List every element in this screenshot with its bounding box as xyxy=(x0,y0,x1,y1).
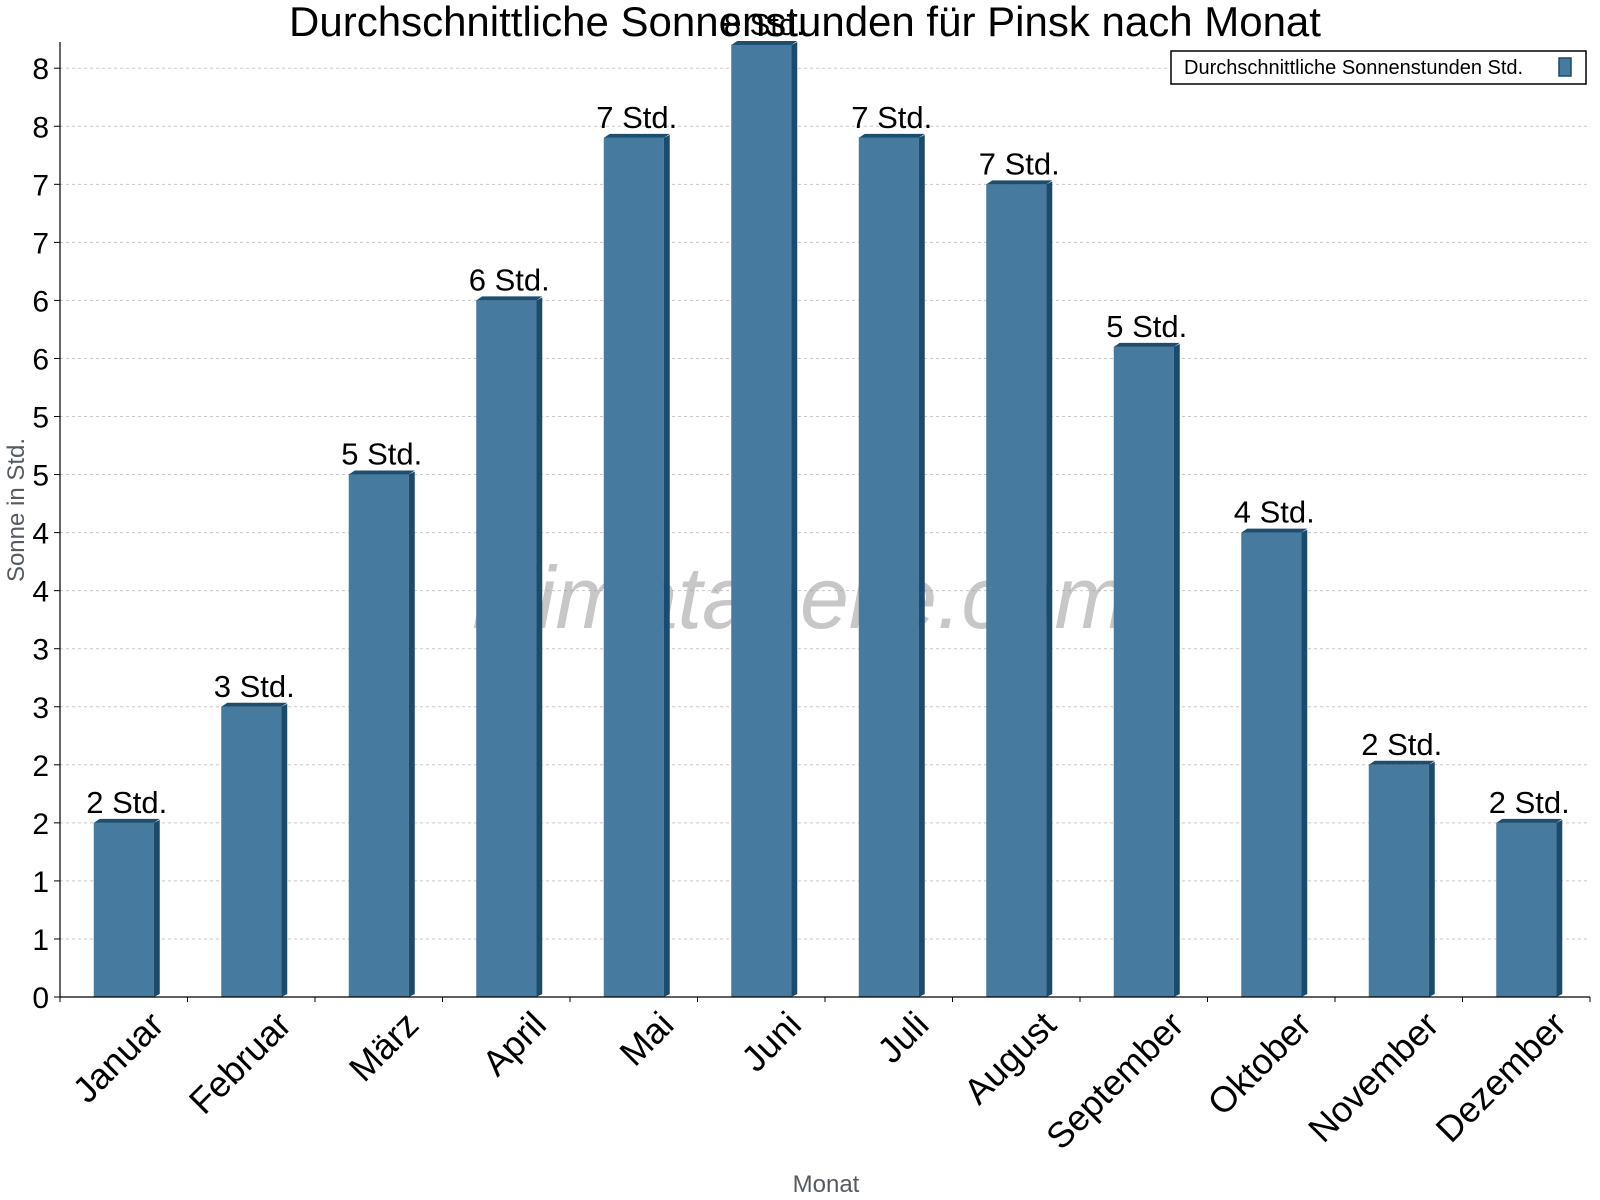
bar-dezember xyxy=(1496,818,1563,997)
bar-front xyxy=(1113,346,1174,998)
data-label: 4 Std. xyxy=(1234,495,1315,530)
data-labels: 2 Std. 3 Std. 5 Std. 6 Std. 7 Std. 8 Std. 7 St… xyxy=(86,7,1570,820)
y-tick-label: 4 xyxy=(32,518,49,551)
y-tick-label: 5 xyxy=(32,402,49,435)
bar-april xyxy=(476,296,543,997)
y-tick-label: 8 xyxy=(32,53,49,86)
y-axis-title: Sonne in Std. xyxy=(3,438,30,582)
bar-august xyxy=(986,180,1053,997)
chart-title: Durchschnittliche Sonnenstunden für Pins… xyxy=(289,0,1321,45)
bar-front xyxy=(986,184,1047,997)
y-tick-label: 0 xyxy=(32,982,49,1015)
y-tick-label: 8 xyxy=(32,111,49,144)
bar-top xyxy=(221,702,288,707)
bar-side xyxy=(281,703,288,997)
bar-top xyxy=(93,818,160,823)
bar-side xyxy=(1046,181,1053,997)
y-tick-label: 2 xyxy=(32,808,49,841)
bar-front xyxy=(1368,764,1429,997)
bar-front xyxy=(731,45,792,997)
bar-front xyxy=(603,137,664,997)
bar-front xyxy=(1496,822,1557,997)
legend-swatch xyxy=(1558,57,1572,77)
data-label: 8 Std. xyxy=(724,7,805,42)
bar-front xyxy=(1241,532,1302,997)
bar-front xyxy=(476,300,537,997)
bar-top xyxy=(603,133,670,138)
bar-side xyxy=(1428,761,1435,997)
y-tick-label: 2 xyxy=(32,750,49,783)
bar-side xyxy=(663,134,670,997)
bar-side xyxy=(918,134,925,997)
bar-front xyxy=(348,474,409,997)
bar-side xyxy=(1556,819,1563,997)
bar-top xyxy=(476,296,543,301)
data-label: 2 Std. xyxy=(86,785,167,820)
data-label: 2 Std. xyxy=(1489,785,1570,820)
legend: Durchschnittliche Sonnenstunden Std. xyxy=(1170,50,1587,85)
grid-lines xyxy=(60,67,1590,940)
data-label: 5 Std. xyxy=(341,437,422,472)
bar-juli xyxy=(858,133,925,997)
bar-side xyxy=(791,42,798,997)
bar-januar xyxy=(93,818,160,997)
y-tick-label: 4 xyxy=(32,576,49,609)
bar-februar xyxy=(221,702,288,997)
y-tick-label: 5 xyxy=(32,460,49,493)
legend-label: Durchschnittliche Sonnenstunden Std. xyxy=(1184,57,1523,79)
data-label: 3 Std. xyxy=(214,669,295,704)
bar-november xyxy=(1368,760,1435,997)
y-tick-label: 3 xyxy=(32,692,49,725)
bar-top xyxy=(731,41,798,45)
y-tick-label: 6 xyxy=(32,343,49,376)
bar-september xyxy=(1113,342,1180,998)
data-label: 7 Std. xyxy=(979,146,1060,181)
y-tick-label: 1 xyxy=(32,924,49,957)
data-label: 2 Std. xyxy=(1361,727,1442,762)
data-label: 6 Std. xyxy=(469,262,550,297)
bar-top xyxy=(986,180,1053,185)
y-tick-label: 1 xyxy=(32,866,49,899)
bar-mai xyxy=(603,133,670,997)
data-label: 7 Std. xyxy=(851,100,932,135)
bar-top xyxy=(858,133,925,138)
legend-box xyxy=(1170,50,1587,85)
x-axis-title: Monat xyxy=(793,1171,860,1198)
bar-top xyxy=(1113,342,1180,347)
data-label: 5 Std. xyxy=(1106,309,1187,344)
bar-oktober xyxy=(1241,528,1308,997)
bar-top xyxy=(348,470,415,475)
bar-side xyxy=(536,297,543,997)
bars xyxy=(93,41,1563,998)
bar-front xyxy=(858,137,919,997)
bar-front xyxy=(221,706,282,997)
y-tick-label: 6 xyxy=(32,285,49,318)
bar-side xyxy=(1173,343,1180,998)
bar-top xyxy=(1241,528,1308,533)
y-tick-label: 3 xyxy=(32,634,49,667)
bar-side xyxy=(408,471,415,997)
bar-märz xyxy=(348,470,415,997)
bar-side xyxy=(1301,529,1308,997)
bar-top xyxy=(1496,818,1563,823)
bar-side xyxy=(153,819,160,997)
y-tick-label: 7 xyxy=(32,169,49,202)
bar-top xyxy=(1368,760,1435,765)
bar-juni xyxy=(731,41,798,997)
y-tick-labels: 0 1 1 2 2 3 3 4 4 5 5 6 6 7 7 8 8 xyxy=(32,53,49,1015)
axes xyxy=(54,42,1591,1002)
bar-front xyxy=(93,822,154,997)
y-tick-label: 7 xyxy=(32,227,49,260)
data-label: 7 Std. xyxy=(596,100,677,135)
